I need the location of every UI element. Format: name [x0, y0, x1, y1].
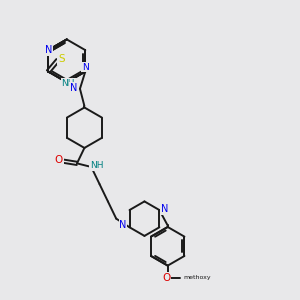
Text: methoxy: methoxy: [184, 275, 212, 280]
Text: N: N: [119, 220, 127, 230]
Text: S: S: [58, 54, 64, 64]
Text: NH: NH: [61, 79, 75, 88]
Text: O: O: [162, 273, 170, 283]
Text: N: N: [45, 45, 52, 55]
Text: N: N: [82, 63, 89, 72]
Text: O: O: [54, 155, 63, 165]
Text: NH: NH: [90, 161, 104, 170]
Text: N: N: [70, 83, 77, 93]
Text: N: N: [161, 204, 168, 214]
